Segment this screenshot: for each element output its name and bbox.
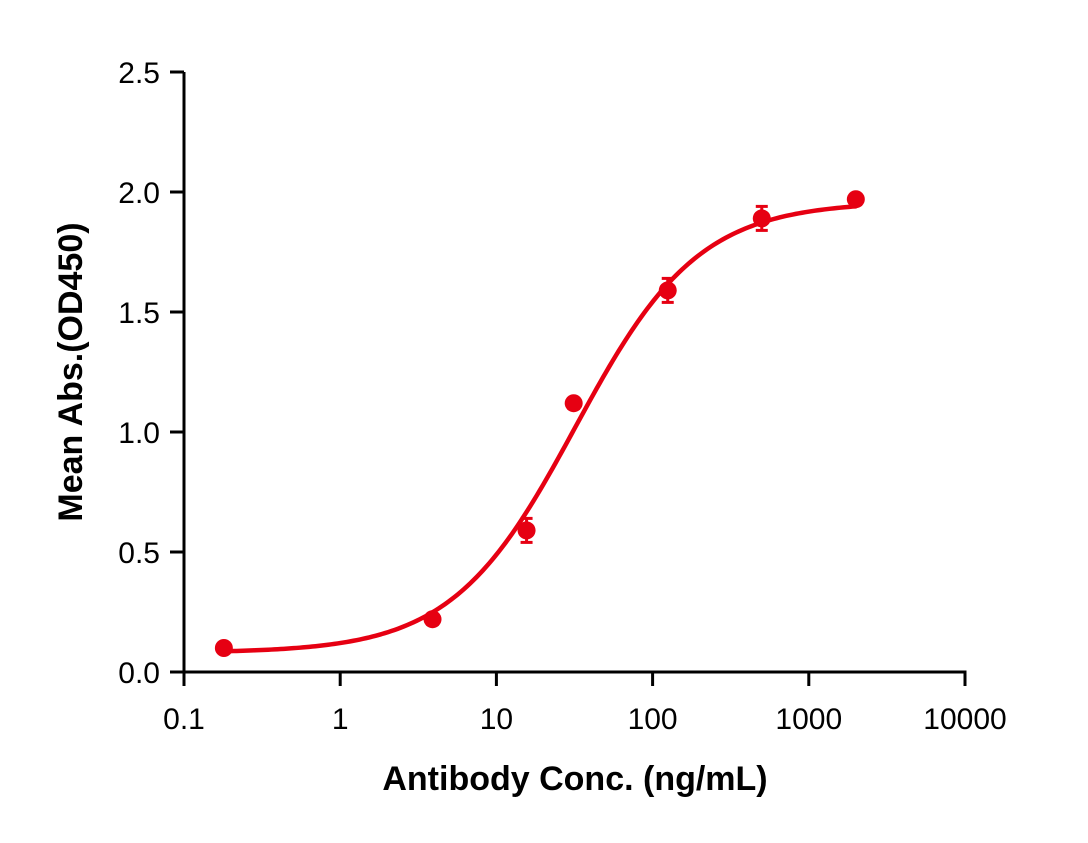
y-axis-title: Mean Abs.(OD450) (52, 222, 90, 521)
x-axis-ticks: 0.1 1 10 100 1000 10000 (163, 672, 1007, 736)
data-point (517, 516, 536, 544)
y-tick-label: 0.0 (118, 657, 160, 690)
x-axis-title: Antibody Conc. (ng/mL) (382, 760, 767, 798)
x-tick-label: 100 (628, 703, 678, 736)
data-point (423, 610, 442, 629)
x-tick-label: 0.1 (163, 703, 205, 736)
data-point (752, 204, 771, 232)
data-point (846, 190, 865, 209)
data-point (658, 276, 677, 304)
y-tick-label: 0.5 (118, 537, 160, 570)
axes (170, 72, 967, 686)
y-axis-ticks: 0.0 0.5 1.0 1.5 2.0 2.5 (118, 57, 184, 690)
data-points (214, 190, 865, 657)
y-tick-label: 1.5 (118, 297, 160, 330)
data-point (214, 639, 233, 657)
fit-curve (221, 204, 859, 654)
y-tick-label: 1.0 (118, 417, 160, 450)
data-point (564, 394, 583, 413)
y-tick-label: 2.5 (118, 57, 160, 90)
x-tick-label: 1 (332, 703, 349, 736)
x-tick-label: 10000 (923, 703, 1006, 736)
y-tick-label: 2.0 (118, 177, 160, 210)
x-tick-label: 10 (480, 703, 513, 736)
x-tick-label: 1000 (775, 703, 842, 736)
